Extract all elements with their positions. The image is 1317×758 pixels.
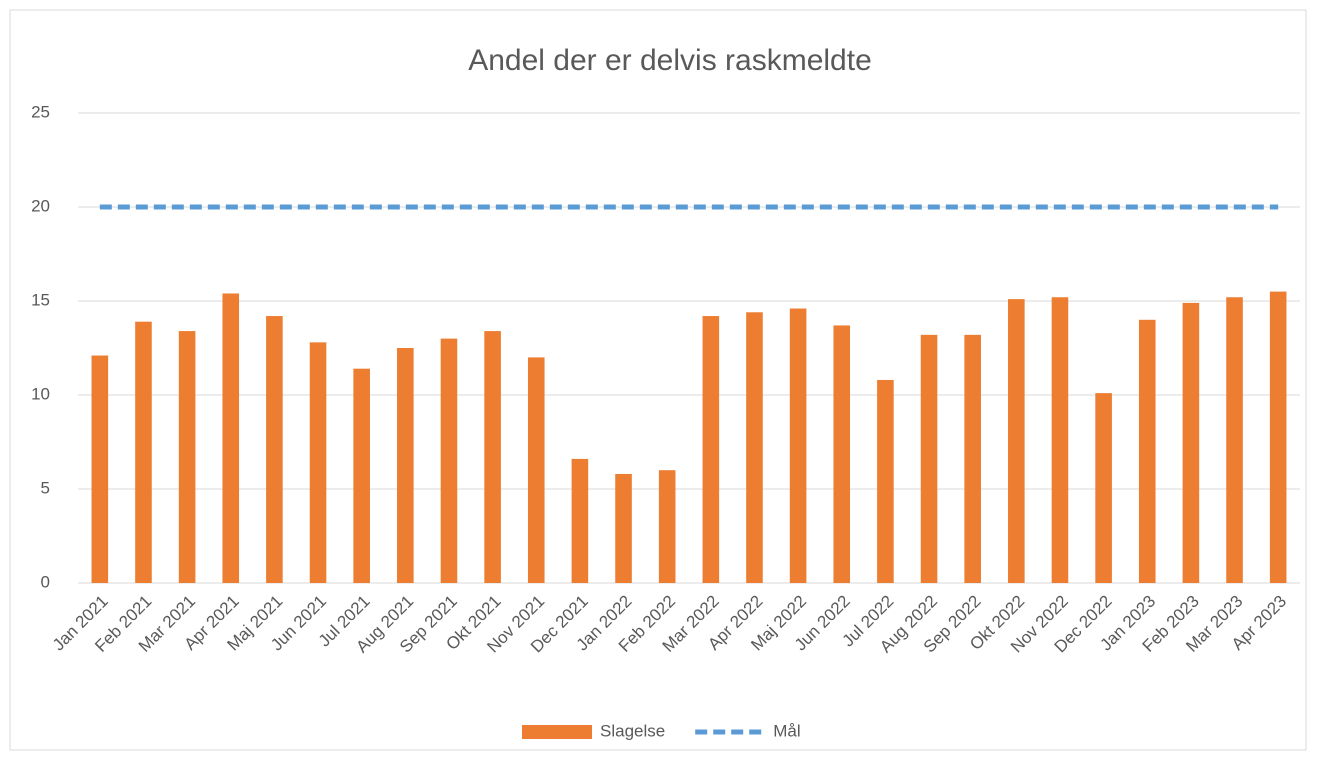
legend-label: Mål <box>773 721 800 740</box>
bar <box>222 293 240 583</box>
bar <box>440 338 458 583</box>
bar <box>309 342 327 583</box>
bar <box>1226 297 1243 583</box>
bar <box>1269 291 1287 583</box>
bar <box>920 334 938 583</box>
bar <box>1008 299 1025 583</box>
bar <box>1182 302 1200 583</box>
legend-label: Slagelse <box>600 721 665 740</box>
bar <box>397 348 414 583</box>
bar <box>571 458 589 583</box>
bar <box>658 470 676 583</box>
y-tick-label: 5 <box>41 478 50 497</box>
y-tick-label: 0 <box>41 572 50 591</box>
bar <box>1095 393 1112 583</box>
bar <box>1051 297 1069 583</box>
bar <box>353 368 370 583</box>
bar <box>877 379 894 583</box>
y-tick-label: 25 <box>31 102 50 121</box>
bar <box>702 316 720 583</box>
bar <box>833 325 851 583</box>
bar <box>615 473 632 583</box>
legend-swatch <box>522 725 592 739</box>
bar <box>789 308 807 583</box>
bar <box>266 316 283 583</box>
bar <box>484 331 501 583</box>
y-tick-label: 15 <box>31 290 50 309</box>
bar <box>746 312 763 583</box>
bar <box>91 355 109 583</box>
bar <box>1138 319 1156 583</box>
bar <box>527 357 545 583</box>
bar <box>964 334 981 583</box>
y-tick-label: 10 <box>31 384 50 403</box>
chart-title: Andel der er delvis raskmeldte <box>468 44 872 77</box>
bar <box>178 331 196 583</box>
y-tick-label: 20 <box>31 196 50 215</box>
bar <box>135 321 152 583</box>
